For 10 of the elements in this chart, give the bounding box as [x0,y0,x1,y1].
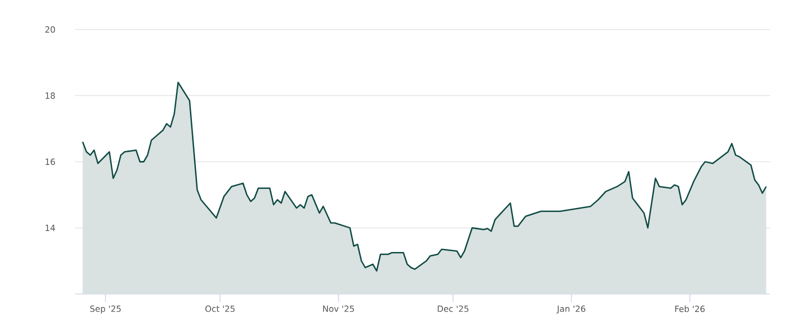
x-tick-label: Dec '25 [438,306,468,312]
x-tick-label: Oct '25 [205,306,235,312]
y-tick-label: 14 [46,224,56,231]
y-tick-label: 18 [46,92,55,99]
x-tick-label: Nov '25 [323,306,354,312]
x-tick-label: Sep '25 [90,306,121,314]
x-tick-label: Jan '26 [556,306,586,314]
y-tick-label: 16 [46,158,55,165]
x-tick-label: Feb '26 [675,306,705,312]
y-tick-label: 20 [45,26,55,33]
